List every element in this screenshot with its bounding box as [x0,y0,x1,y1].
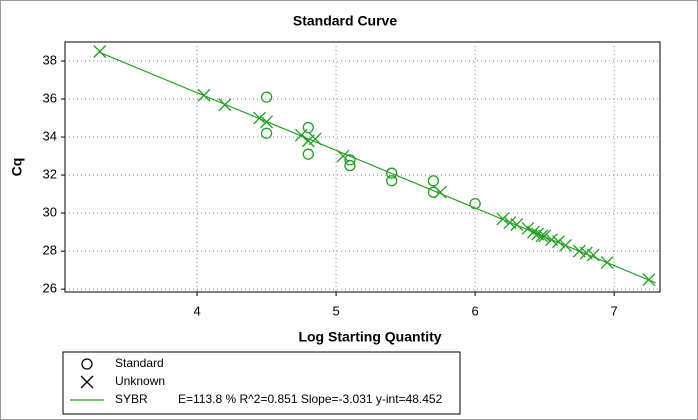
chart-title: Standard Curve [293,13,397,29]
data-point [496,212,510,226]
legend-box [62,351,461,415]
y-tick-label: 36 [43,90,57,105]
data-point [427,175,440,187]
legend-fit-stats: E=113.8 % R^2=0.851 Slope=-3.031 y-int=4… [178,392,443,406]
data-point [93,45,107,58]
data-point [294,128,308,142]
data-point [521,221,535,235]
data-point [253,111,267,125]
plot-area [64,41,661,293]
legend-label: SYBR [115,392,148,406]
data-point [260,91,273,103]
x-tick-label: 5 [332,303,339,318]
y-axis-label: Cq [9,158,25,177]
data-point [510,218,524,231]
y-tick-label: 28 [43,243,57,258]
y-tick-label: 32 [43,167,57,182]
data-point [260,127,273,139]
x-axis-label: Log Starting Quantity [298,329,441,345]
legend-label: Standard [115,356,164,370]
data-point [538,229,552,243]
x-tick-label: 7 [611,303,618,318]
data-point [344,159,356,172]
x-tick-label: 6 [471,303,478,318]
data-point [386,167,398,179]
data-point [386,175,398,187]
data-point [344,154,356,166]
fit-line [99,51,657,284]
y-tick-label: 26 [43,281,57,296]
x-tick-label: 4 [193,303,200,318]
data-point [433,185,447,199]
y-tick-label: 30 [43,205,57,220]
legend-swatch [80,375,94,389]
legend-swatch [81,358,93,370]
y-tick-label: 38 [43,52,57,67]
data-point [552,235,565,249]
data-point [302,148,314,160]
data-point [302,121,314,134]
legend-label: Unknown [115,374,165,388]
y-tick-label: 34 [43,128,57,143]
